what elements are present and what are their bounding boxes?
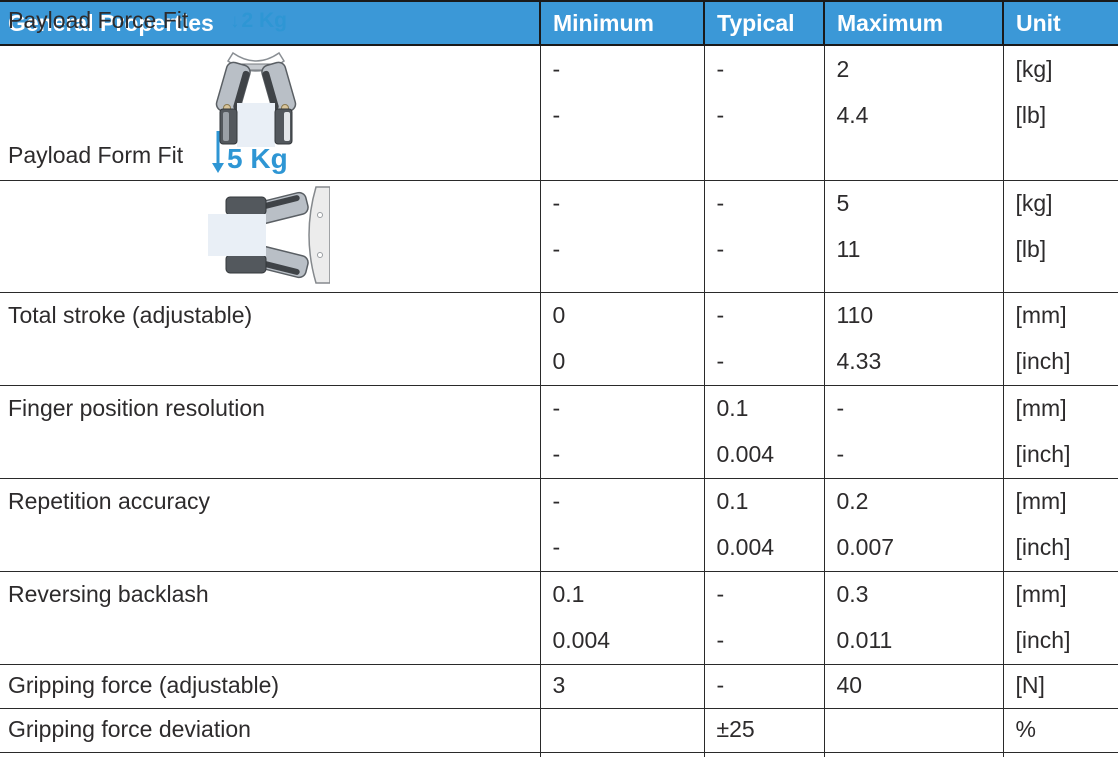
cell-value: - [716,190,725,216]
table-row-reversing-backlash: Reversing backlash 0.1 0.004 - - 0.3 0.0… [0,571,1118,665]
cell-value: - [552,488,561,514]
cell-value: 0.1 [716,488,749,514]
gripper-force-fit-image [215,51,297,147]
cell-unit: % [1015,716,1036,742]
cell-value: 0.1 [716,395,749,421]
cell-value: - [836,395,845,421]
gripper-form-fit-image [208,185,330,284]
row-label-finger-position-resolution: Finger position resolution [8,395,265,421]
cell-value: - [716,302,725,328]
cell-value: - [552,534,561,560]
row-label-reversing-backlash: Reversing backlash [8,581,209,607]
cell-value: - [552,55,561,82]
cell-value: 0.004 [552,627,611,653]
payload-force-fit-weight-badge: ↓ 2 Kg [230,10,287,31]
table-row-payload-form-fit: Payload Form Fit 5 Kg - - [0,130,1118,293]
cell-value: - [716,348,725,374]
row-label-repetition-accuracy: Repetition accuracy [8,488,210,514]
down-arrow-icon [212,130,224,173]
cell-unit: [N] [1015,672,1045,698]
cell-value: 0.007 [836,534,895,560]
cell-value: 5 [836,190,850,216]
cell-value: - [552,101,561,128]
cell-value: 0.2 [836,488,869,514]
payload-force-fit-weight: 2 Kg [241,9,288,32]
cell-unit: [mm] [1015,395,1067,421]
table-row-repetition-accuracy: Repetition accuracy - - 0.1 0.004 0.2 0.… [0,478,1118,572]
cell-value: 0.3 [836,581,869,607]
row-label-total-stroke: Total stroke (adjustable) [8,302,253,328]
cell-value: 40 [836,672,863,698]
cell-value: - [716,236,725,262]
table-row-gripping-force-deviation: Gripping force deviation ±25 % [0,708,1118,753]
row-label-payload-force-fit: Payload Force Fit [8,7,189,33]
payload-form-fit-weight: 5 Kg [227,142,288,174]
cell-value: - [552,236,561,262]
cell-unit: [kg] [1015,55,1053,82]
cell-value: 0.1 [552,581,585,607]
table-row-finger-position-resolution: Finger position resolution - - 0.1 0.004… [0,385,1118,479]
row-label-payload-form-fit: Payload Form Fit [8,141,184,168]
header-maximum: Maximum [823,0,1003,46]
cell-value: 3 [552,672,566,698]
cell-unit: [inch] [1015,348,1071,374]
cell-value: - [552,190,561,216]
cell-value: - [716,101,725,128]
cell-value: - [836,441,845,467]
cell-unit: [inch] [1015,441,1071,467]
row-label-gripping-force-deviation: Gripping force deviation [8,716,251,742]
cell-value: - [552,441,561,467]
cell-value: ±25 [716,716,755,742]
table-row-total-stroke: Total stroke (adjustable) 0 0 - - 110 4.… [0,292,1118,386]
cell-value: - [716,55,725,82]
table-row-gripping-force: Gripping force (adjustable) 3 - 40 [N] [0,664,1118,709]
cell-value: 0.004 [716,534,775,560]
header-typical: Typical [703,0,824,46]
header-general-properties: General Properties [0,0,540,46]
cell-unit: [kg] [1015,190,1053,216]
cell-value: 2 [836,55,850,82]
cell-unit: [lb] [1015,101,1047,128]
table-row-cutoff-stub [0,752,1118,757]
cell-value: 0 [552,348,566,374]
cell-value: - [552,395,561,421]
cell-unit: [mm] [1015,581,1067,607]
cell-unit: [mm] [1015,488,1067,514]
cell-value: 4.33 [836,348,882,374]
cell-value [541,709,704,751]
down-arrow-icon: ↓ [230,11,240,32]
table-header-row: General Properties Minimum Typical Maxim… [0,0,1118,46]
cell-value: - [716,627,725,653]
cell-unit: [inch] [1015,534,1071,560]
cell-value: - [716,581,725,607]
table-row-payload-force-fit: Payload Force Fit ↓ 2 Kg - - - - [0,7,1118,181]
cell-value: 110 [836,302,874,328]
payload-form-fit-weight-badge: 5 Kg [212,130,288,174]
cell-value: - [716,672,725,698]
cell-unit: [lb] [1015,236,1047,262]
cell-unit: [inch] [1015,627,1071,653]
cell-value: 4.4 [836,101,869,128]
cell-value [825,709,1003,751]
header-unit: Unit [1002,0,1118,46]
row-label-gripping-force: Gripping force (adjustable) [8,672,280,698]
cell-value: 11 [836,236,861,262]
header-minimum: Minimum [539,0,704,46]
cell-value: 0.011 [836,627,893,653]
cell-value: 0 [552,302,566,328]
cell-value: 0.004 [716,441,775,467]
cell-unit: [mm] [1015,302,1067,328]
